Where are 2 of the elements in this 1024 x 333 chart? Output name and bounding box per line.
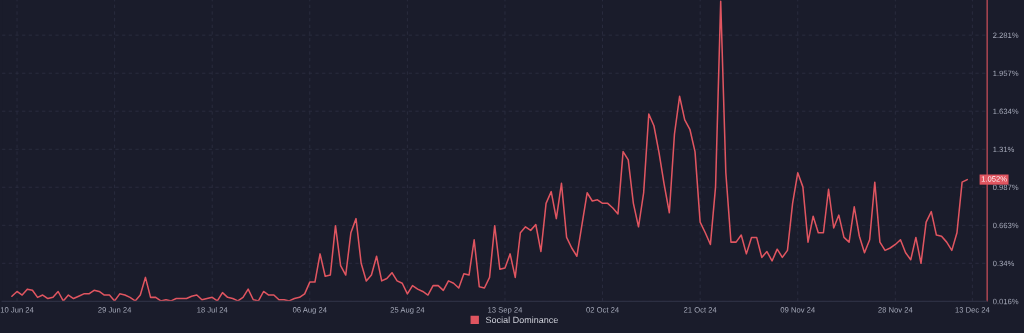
- legend-label: Social Dominance: [485, 316, 558, 324]
- line-series: [11, 0, 968, 302]
